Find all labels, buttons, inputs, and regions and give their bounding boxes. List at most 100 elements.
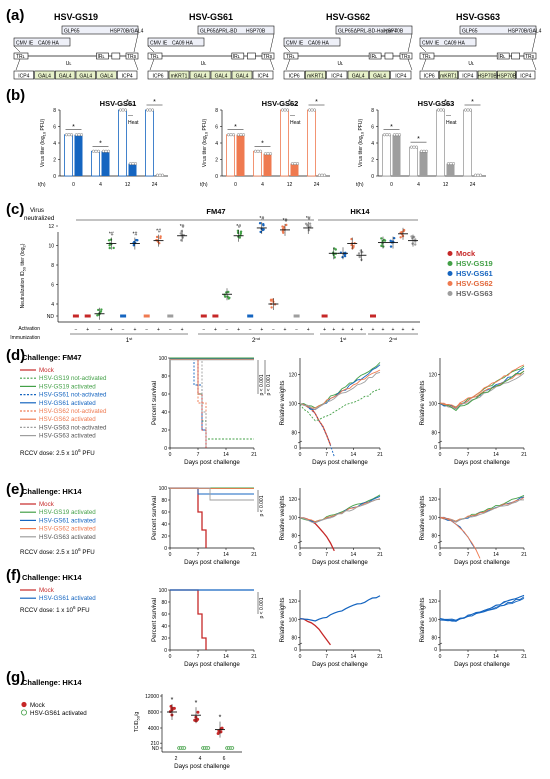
data-point xyxy=(293,162,297,166)
bar-heat xyxy=(263,153,272,176)
significance-mark: * xyxy=(417,136,420,143)
group-label: HK14 xyxy=(350,207,370,216)
x-tick-label: 7 xyxy=(325,654,328,660)
bar-no-heat xyxy=(409,146,418,177)
panel-label-g: (g) xyxy=(6,669,25,686)
data-point xyxy=(236,133,240,137)
data-point xyxy=(227,297,231,300)
y-tick-label: 100 xyxy=(289,617,298,623)
data-point xyxy=(380,237,383,240)
y-tick-label: 6 xyxy=(53,125,56,131)
y-tick-label: 80 xyxy=(291,431,297,437)
data-point xyxy=(334,248,337,251)
gene-label: GAL4 xyxy=(373,74,386,80)
y-axis-label: Relative weights xyxy=(419,597,426,642)
genome-label: TRʟ xyxy=(16,54,25,60)
data-point xyxy=(439,108,443,112)
data-point xyxy=(216,732,220,736)
survival-curve xyxy=(170,357,207,448)
x-axis-label: Days post challenge xyxy=(174,763,230,770)
p-value: p < 0.001 xyxy=(259,597,265,618)
y-tick-label: 0 xyxy=(53,174,56,180)
weight-curve xyxy=(439,368,525,410)
data-point xyxy=(77,133,81,137)
data-point xyxy=(109,238,113,241)
gene-box-top xyxy=(147,37,205,47)
data-point xyxy=(182,746,187,750)
x-tick-label: 21 xyxy=(377,552,383,558)
gene-box-top xyxy=(13,37,71,47)
x-axis-label: Days post challenge xyxy=(312,661,368,668)
y-tick-label: 100 xyxy=(159,588,168,594)
y-tick-label: 100 xyxy=(429,515,438,521)
y-axis-label: Virus titer (log10 PFU) xyxy=(40,119,47,168)
data-point xyxy=(96,149,100,153)
x-tick-label: 0 xyxy=(439,452,442,458)
activation-mark: + xyxy=(360,327,363,333)
data-point xyxy=(414,238,417,241)
bar-heat xyxy=(290,163,299,176)
data-point xyxy=(231,133,235,137)
data-point xyxy=(380,244,383,248)
challenge-title: Challenge: HK14 xyxy=(22,487,82,496)
y-axis-label: Relative weights xyxy=(279,380,286,425)
x-tick-label: 7 xyxy=(467,452,470,458)
x-axis-label: Days post challenge xyxy=(454,661,510,668)
data-point xyxy=(411,242,414,245)
y-axis-label: Virus titer (log10 PFU) xyxy=(202,119,209,168)
immunization-number: 2nd xyxy=(389,336,397,344)
significance-mark: *# xyxy=(156,229,161,235)
gene-label: ICP4 xyxy=(122,74,133,80)
legend-label: HSV-GS19 activated xyxy=(39,383,96,390)
y-tick-label: 80 xyxy=(161,374,167,380)
x-tick-label: 24 xyxy=(314,182,320,188)
gene-label: CMV IE xyxy=(150,41,168,47)
data-point xyxy=(172,706,176,710)
legend-label: HSV-GS19 xyxy=(456,259,493,268)
gene-box-top xyxy=(419,37,477,47)
data-point xyxy=(415,145,419,149)
data-point xyxy=(388,133,392,137)
gene-label: ICP4 xyxy=(257,74,268,80)
construct-title: HSV-GS63 xyxy=(456,12,500,22)
activation-mark: + xyxy=(412,327,415,333)
y-tick-label: ND xyxy=(47,314,55,320)
nd-bar xyxy=(72,314,79,318)
y-tick-label: 8 xyxy=(215,108,218,114)
dose-label: RCCV dose: 2.5 x 106 PFU xyxy=(20,448,95,457)
nd-bar xyxy=(247,314,254,318)
header-label: neutralized xyxy=(24,215,55,222)
y-tick-label: 0 xyxy=(164,446,167,452)
bar-no-heat xyxy=(463,109,472,177)
x-tick-label: 0 xyxy=(169,654,172,660)
y-tick-label: 8000 xyxy=(148,710,159,716)
genome-box xyxy=(247,52,256,60)
data-point xyxy=(223,295,227,298)
genome-label: IRʟ xyxy=(97,54,104,60)
data-point xyxy=(412,235,416,239)
x-tick-label: 7 xyxy=(197,452,200,458)
legend-label: HSV-GS62 not-activated xyxy=(39,408,107,415)
construct-maps: HSV-GS19 GLP65 HSP70B/GAL4 CMV IE CA09 HA TRʟ… xyxy=(13,12,542,80)
x-axis-label: Days post challenge xyxy=(454,559,510,566)
significance-mark: * xyxy=(195,700,198,707)
y-tick-label: 4000 xyxy=(148,726,159,732)
x-tick-label: 14 xyxy=(493,552,499,558)
data-point xyxy=(381,239,384,243)
weight-curve xyxy=(439,594,525,622)
genome-label: Uʟ xyxy=(468,61,474,67)
legend-dot xyxy=(447,291,453,296)
data-point xyxy=(385,133,389,137)
y-tick-label: 8 xyxy=(51,263,54,269)
weight-curve xyxy=(299,498,381,524)
nd-bar xyxy=(370,314,376,318)
weight-curve xyxy=(439,516,477,550)
data-point xyxy=(180,230,183,233)
legend-dot xyxy=(20,709,27,716)
genome-box xyxy=(96,52,109,60)
bar-no-heat xyxy=(91,150,100,177)
gene-box-top xyxy=(459,25,537,35)
data-point xyxy=(400,231,403,234)
activation-mark: − xyxy=(226,327,229,333)
significance-mark: *# xyxy=(109,232,114,238)
